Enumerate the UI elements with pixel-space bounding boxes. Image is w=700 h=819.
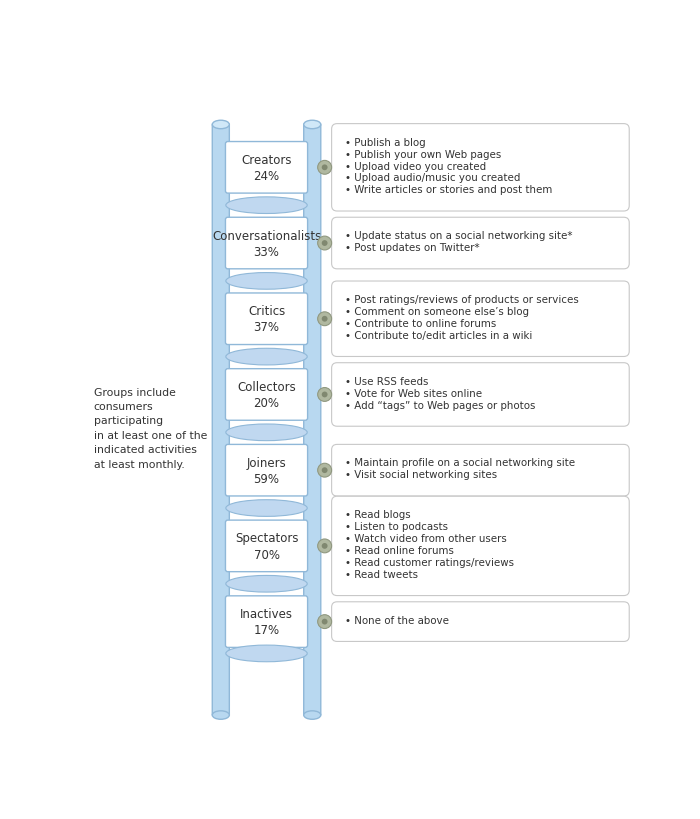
Ellipse shape xyxy=(304,711,321,719)
Text: 37%: 37% xyxy=(253,322,279,334)
FancyBboxPatch shape xyxy=(332,445,629,496)
Ellipse shape xyxy=(212,120,230,129)
Text: Creators: Creators xyxy=(241,154,292,167)
FancyBboxPatch shape xyxy=(332,363,629,426)
Text: • Read online forums: • Read online forums xyxy=(345,546,454,556)
FancyBboxPatch shape xyxy=(225,445,307,496)
Ellipse shape xyxy=(212,711,230,719)
Text: • Watch video from other users: • Watch video from other users xyxy=(345,534,507,544)
Text: • Read blogs: • Read blogs xyxy=(345,510,410,520)
Text: • Upload video you created: • Upload video you created xyxy=(345,161,486,171)
Text: • Comment on someone else’s blog: • Comment on someone else’s blog xyxy=(345,307,528,317)
Circle shape xyxy=(318,615,332,628)
Ellipse shape xyxy=(226,500,307,516)
FancyBboxPatch shape xyxy=(225,142,307,193)
Circle shape xyxy=(318,312,332,326)
Circle shape xyxy=(322,165,328,170)
Circle shape xyxy=(322,240,328,246)
Ellipse shape xyxy=(226,424,307,441)
Circle shape xyxy=(322,316,328,322)
Text: Joiners: Joiners xyxy=(246,457,286,470)
Text: Critics: Critics xyxy=(248,305,285,319)
FancyBboxPatch shape xyxy=(332,124,629,211)
FancyBboxPatch shape xyxy=(212,124,230,715)
Text: • Write articles or stories and post them: • Write articles or stories and post the… xyxy=(345,185,552,196)
Circle shape xyxy=(322,391,328,397)
Ellipse shape xyxy=(226,197,307,214)
Circle shape xyxy=(322,618,328,625)
Text: Spectators: Spectators xyxy=(234,532,298,545)
Text: 59%: 59% xyxy=(253,473,279,486)
Text: • None of the above: • None of the above xyxy=(345,616,449,626)
Circle shape xyxy=(318,464,332,477)
Text: • Add “tags” to Web pages or photos: • Add “tags” to Web pages or photos xyxy=(345,400,536,410)
Ellipse shape xyxy=(304,120,321,129)
Text: • Upload audio/music you created: • Upload audio/music you created xyxy=(345,174,520,183)
Text: Inactives: Inactives xyxy=(240,609,293,621)
Text: • Use RSS feeds: • Use RSS feeds xyxy=(345,377,428,387)
Ellipse shape xyxy=(226,273,307,289)
FancyBboxPatch shape xyxy=(225,369,307,420)
Text: 17%: 17% xyxy=(253,624,279,637)
Text: 33%: 33% xyxy=(253,246,279,259)
Text: • Post updates on Twitter*: • Post updates on Twitter* xyxy=(345,243,480,253)
FancyBboxPatch shape xyxy=(332,602,629,641)
Text: • Read customer ratings/reviews: • Read customer ratings/reviews xyxy=(345,558,514,568)
Text: • Publish your own Web pages: • Publish your own Web pages xyxy=(345,150,501,160)
Text: • Publish a blog: • Publish a blog xyxy=(345,138,426,147)
FancyBboxPatch shape xyxy=(304,124,321,715)
Text: 70%: 70% xyxy=(253,549,279,562)
Text: • Visit social networking sites: • Visit social networking sites xyxy=(345,470,497,481)
Circle shape xyxy=(318,539,332,553)
FancyBboxPatch shape xyxy=(332,217,629,269)
FancyBboxPatch shape xyxy=(225,217,307,269)
FancyBboxPatch shape xyxy=(225,520,307,572)
Text: 20%: 20% xyxy=(253,397,279,410)
Ellipse shape xyxy=(226,645,307,662)
Text: • Listen to podcasts: • Listen to podcasts xyxy=(345,523,448,532)
Text: • Contribute to/edit articles in a wiki: • Contribute to/edit articles in a wiki xyxy=(345,331,532,341)
Text: • Update status on a social networking site*: • Update status on a social networking s… xyxy=(345,231,573,242)
Circle shape xyxy=(322,543,328,549)
Text: • Read tweets: • Read tweets xyxy=(345,570,418,580)
Ellipse shape xyxy=(226,576,307,592)
Circle shape xyxy=(318,387,332,401)
FancyBboxPatch shape xyxy=(332,496,629,595)
FancyBboxPatch shape xyxy=(225,293,307,345)
Text: Conversationalists: Conversationalists xyxy=(212,229,321,242)
Text: • Contribute to online forums: • Contribute to online forums xyxy=(345,319,496,329)
FancyBboxPatch shape xyxy=(332,281,629,356)
Circle shape xyxy=(322,468,328,473)
Ellipse shape xyxy=(226,348,307,365)
FancyBboxPatch shape xyxy=(225,596,307,647)
Text: • Post ratings/reviews of products or services: • Post ratings/reviews of products or se… xyxy=(345,295,578,305)
Text: Collectors: Collectors xyxy=(237,381,296,394)
Text: 24%: 24% xyxy=(253,170,279,183)
Circle shape xyxy=(318,161,332,174)
Text: • Vote for Web sites online: • Vote for Web sites online xyxy=(345,389,482,399)
Text: Groups include
consumers
participating
in at least one of the
indicated activiti: Groups include consumers participating i… xyxy=(94,387,207,469)
Circle shape xyxy=(318,236,332,250)
Text: • Maintain profile on a social networking site: • Maintain profile on a social networkin… xyxy=(345,459,575,468)
